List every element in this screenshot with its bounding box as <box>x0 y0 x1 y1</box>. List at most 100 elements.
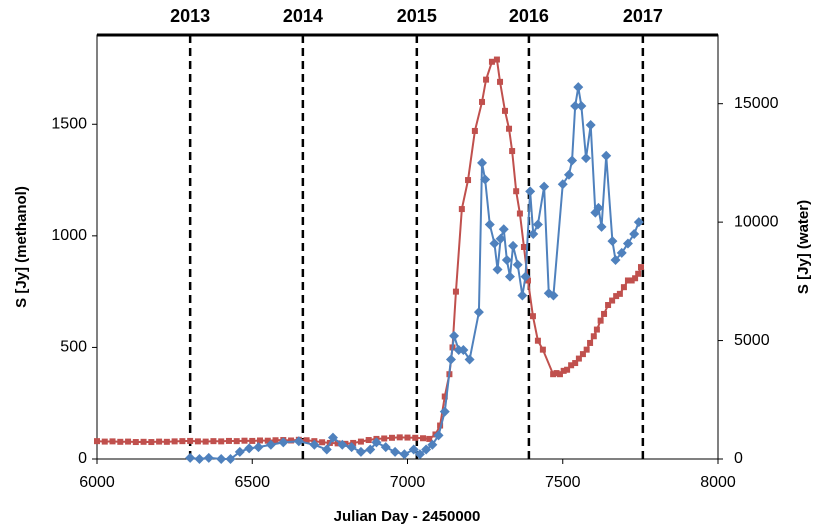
data-point <box>464 354 475 365</box>
data-point <box>234 446 245 457</box>
data-point <box>529 313 536 320</box>
year-label: 2017 <box>623 6 663 26</box>
y2-tick-label: 5000 <box>734 332 770 349</box>
data-point <box>319 439 326 446</box>
data-point <box>479 98 486 105</box>
data-point <box>587 339 594 346</box>
data-point <box>187 437 194 444</box>
data-point <box>553 370 560 377</box>
data-point <box>637 264 644 271</box>
data-point <box>597 317 604 324</box>
data-point <box>613 293 620 300</box>
data-point <box>350 439 357 446</box>
data-point <box>568 362 575 369</box>
data-point <box>576 101 587 112</box>
data-point <box>441 393 448 400</box>
data-point <box>371 437 382 448</box>
data-point <box>439 406 450 417</box>
data-point <box>249 437 256 444</box>
data-point <box>550 371 557 378</box>
data-point <box>408 444 419 455</box>
data-point <box>495 233 506 244</box>
series-line <box>190 86 640 461</box>
y-tick-label: 1000 <box>51 227 87 244</box>
data-point <box>303 437 310 444</box>
data-point <box>194 438 201 445</box>
x-tick-label: 6000 <box>79 474 115 491</box>
data-point <box>412 434 419 441</box>
data-point <box>564 366 571 373</box>
data-point <box>132 439 139 446</box>
data-point <box>216 454 227 464</box>
data-point <box>548 290 559 301</box>
data-point <box>426 435 433 442</box>
data-point <box>194 454 205 464</box>
data-point <box>501 255 512 266</box>
data-point <box>534 337 541 344</box>
data-point <box>202 438 209 445</box>
data-point <box>140 438 147 445</box>
data-point <box>272 437 279 444</box>
y2-axis-label: S [Jy] (water) <box>795 200 812 294</box>
data-point <box>346 442 357 453</box>
data-point <box>327 432 338 443</box>
data-point <box>632 275 639 282</box>
data-point <box>337 439 348 450</box>
data-point <box>458 206 465 213</box>
data-point <box>590 333 597 340</box>
data-point <box>620 284 627 291</box>
data-point <box>264 437 271 444</box>
data-point <box>573 82 584 93</box>
y2-tick-label: 10000 <box>734 213 779 230</box>
data-point <box>525 186 536 197</box>
data-point <box>539 181 550 192</box>
x-tick-label: 7000 <box>390 474 426 491</box>
data-point <box>477 157 488 168</box>
data-point <box>125 438 132 445</box>
data-point <box>528 228 539 239</box>
data-point <box>171 438 178 445</box>
data-point <box>293 436 304 447</box>
data-point <box>512 259 523 270</box>
data-point <box>488 58 495 65</box>
data-point <box>583 346 590 353</box>
data-point <box>388 434 395 441</box>
data-point <box>390 446 401 457</box>
data-point <box>575 355 582 362</box>
data-point <box>498 224 509 235</box>
data-point <box>579 351 586 358</box>
data-point <box>452 288 459 295</box>
data-point <box>445 354 456 365</box>
data-point <box>633 217 644 228</box>
data-point <box>253 442 264 453</box>
data-point <box>570 101 581 112</box>
data-point <box>471 127 478 134</box>
data-point <box>556 371 563 378</box>
data-point <box>532 219 543 230</box>
data-point <box>101 438 108 445</box>
year-label: 2013 <box>170 6 210 26</box>
data-point <box>508 240 519 251</box>
data-point <box>516 210 523 217</box>
y-tick-label: 500 <box>60 339 87 356</box>
x-tick-label: 6500 <box>234 474 270 491</box>
data-point <box>218 438 225 445</box>
data-point <box>148 439 155 446</box>
data-point <box>509 148 516 155</box>
x-tick-label: 7500 <box>545 474 581 491</box>
data-point <box>484 219 495 230</box>
data-point <box>334 440 341 447</box>
data-point <box>593 202 604 213</box>
data-point <box>524 277 531 284</box>
data-point <box>465 177 472 184</box>
y2-tick-label: 0 <box>734 450 743 467</box>
data-point <box>396 434 403 441</box>
data-point <box>520 271 531 282</box>
data-point <box>581 153 592 164</box>
data-point <box>421 444 432 455</box>
data-point <box>593 326 600 333</box>
data-point <box>501 107 508 114</box>
data-point <box>473 307 484 318</box>
data-point <box>517 290 528 301</box>
